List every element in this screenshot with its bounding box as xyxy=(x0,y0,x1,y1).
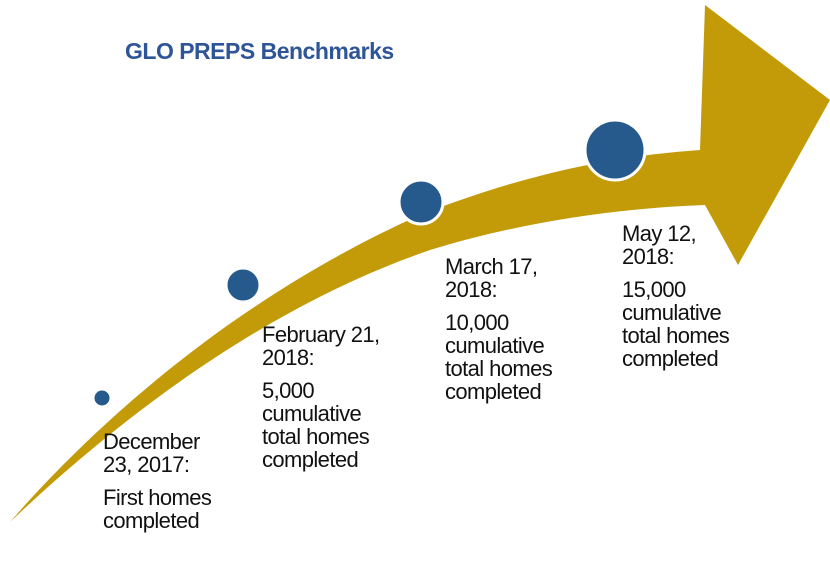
description-line: completed xyxy=(103,508,200,533)
date-line: February 21, xyxy=(262,322,380,347)
milestone: May 12, 2018: 15,000 cumulative total homes c… xyxy=(622,222,730,371)
milestone: February 21, 2018: 5,000 cumulative total ho… xyxy=(262,323,380,471)
title: GLO PREPS Benchmarks xyxy=(125,38,394,64)
description-line: 15,000 xyxy=(622,277,686,302)
date-line: May 12, xyxy=(622,221,697,246)
description-line: completed xyxy=(445,379,542,404)
arrow xyxy=(10,5,830,522)
milestone-date: February 21, 2018: xyxy=(262,323,380,369)
description-line: completed xyxy=(262,447,359,472)
description-line: total homes xyxy=(622,323,730,348)
date-line: March 17, xyxy=(445,254,538,279)
milestone-description: 5,000 cumulative total homes completed xyxy=(262,379,380,471)
milestone: December 23, 2017: First homes completed xyxy=(103,430,212,533)
milestone-date: December 23, 2017: xyxy=(103,430,211,476)
date-line: 2018: xyxy=(445,277,498,302)
milestone-description: 10,000 cumulative total homes completed xyxy=(445,310,553,404)
description-line: 5,000 xyxy=(262,378,315,403)
milestone: March 17, 2018: 10,000 cumulative total home… xyxy=(445,255,553,404)
date-line: 2018: xyxy=(262,345,315,370)
milestone-date: March 17, 2018: xyxy=(445,255,552,301)
description-line: 10,000 xyxy=(445,310,509,335)
milestone-description: First homes completed xyxy=(103,485,212,533)
description-line: total homes xyxy=(445,356,553,381)
milestone-dots xyxy=(91,118,647,409)
description-line: First homes xyxy=(103,485,212,510)
date-line: December xyxy=(103,429,200,454)
description-line: total homes xyxy=(262,424,370,449)
dot xyxy=(583,118,647,182)
description-line: cumulative xyxy=(445,333,545,358)
date-line: 23, 2017: xyxy=(103,452,190,477)
milestone-description: 15,000 cumulative total homes completed xyxy=(622,277,730,371)
description-line: cumulative xyxy=(622,300,722,325)
milestone-date: May 12, 2018: xyxy=(622,222,729,268)
dot xyxy=(397,178,445,226)
description-line: cumulative xyxy=(262,401,362,426)
date-line: 2018: xyxy=(622,244,675,269)
dot xyxy=(224,266,262,304)
dot xyxy=(91,387,113,409)
description-line: completed xyxy=(622,346,719,371)
